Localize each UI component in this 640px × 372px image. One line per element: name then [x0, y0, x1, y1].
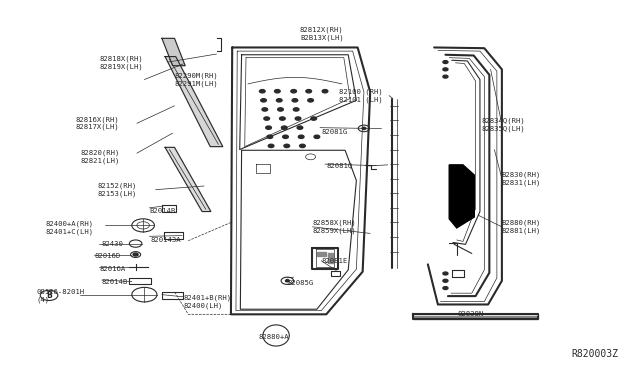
Circle shape — [443, 75, 448, 78]
Text: 08126-8201H
(4): 08126-8201H (4) — [36, 289, 84, 303]
Text: 82816X(RH)
82817X(LH): 82816X(RH) 82817X(LH) — [76, 116, 119, 130]
Text: R820003Z: R820003Z — [571, 349, 618, 359]
Text: 82016D: 82016D — [94, 253, 120, 259]
Circle shape — [268, 144, 274, 148]
Circle shape — [308, 99, 314, 102]
Polygon shape — [317, 251, 326, 256]
Polygon shape — [162, 38, 185, 66]
Circle shape — [267, 135, 273, 138]
Text: 82838N: 82838N — [458, 311, 484, 317]
Circle shape — [276, 99, 282, 102]
Text: 82858X(RH)
82859X(LH): 82858X(RH) 82859X(LH) — [312, 220, 356, 234]
Text: 82016A: 82016A — [99, 266, 125, 272]
Text: 82081G: 82081G — [321, 129, 348, 135]
Circle shape — [300, 144, 305, 148]
Text: 82100 (RH)
82101 (LH): 82100 (RH) 82101 (LH) — [339, 89, 383, 103]
Circle shape — [443, 61, 448, 64]
Circle shape — [282, 126, 287, 129]
Circle shape — [280, 117, 285, 120]
Circle shape — [262, 108, 268, 111]
Text: B2014B: B2014B — [149, 208, 175, 214]
Text: 82290M(RH)
82291M(LH): 82290M(RH) 82291M(LH) — [175, 73, 218, 87]
Circle shape — [133, 253, 138, 256]
Text: 82880(RH)
82881(LH): 82880(RH) 82881(LH) — [502, 220, 541, 234]
Text: 82430: 82430 — [102, 241, 124, 247]
Circle shape — [278, 108, 284, 111]
Text: 82085G: 82085G — [287, 280, 314, 286]
Circle shape — [322, 90, 328, 93]
Circle shape — [283, 135, 289, 138]
Circle shape — [266, 126, 271, 129]
Circle shape — [260, 99, 266, 102]
Circle shape — [306, 90, 312, 93]
Circle shape — [259, 90, 265, 93]
Circle shape — [295, 117, 301, 120]
Circle shape — [298, 135, 304, 138]
Polygon shape — [328, 253, 333, 263]
Text: 82818X(RH)
82819X(LH): 82818X(RH) 82819X(LH) — [99, 56, 143, 70]
Circle shape — [291, 90, 296, 93]
Text: 82081E: 82081E — [321, 258, 348, 264]
Circle shape — [443, 68, 448, 71]
Text: 82830(RH)
82831(LH): 82830(RH) 82831(LH) — [502, 172, 541, 186]
Polygon shape — [449, 165, 474, 228]
Circle shape — [443, 272, 448, 275]
Circle shape — [314, 135, 320, 138]
Text: 82400+A(RH)
82401+C(LH): 82400+A(RH) 82401+C(LH) — [45, 221, 93, 235]
Text: 82152(RH)
82153(LH): 82152(RH) 82153(LH) — [97, 183, 137, 197]
Polygon shape — [413, 314, 538, 319]
Text: 82812X(RH)
B2B13X(LH): 82812X(RH) B2B13X(LH) — [300, 27, 344, 41]
Circle shape — [275, 90, 280, 93]
Circle shape — [264, 117, 269, 120]
Circle shape — [297, 126, 303, 129]
Polygon shape — [165, 147, 211, 212]
Text: 82820(RH)
82821(LH): 82820(RH) 82821(LH) — [81, 150, 120, 164]
Text: 82401+B(RH)
82400(LH): 82401+B(RH) 82400(LH) — [183, 295, 232, 309]
Polygon shape — [165, 57, 223, 147]
Circle shape — [311, 117, 317, 120]
Text: 82880+A: 82880+A — [259, 334, 289, 340]
Text: 82834Q(RH)
82835Q(LH): 82834Q(RH) 82835Q(LH) — [482, 118, 525, 132]
Text: 82081Q: 82081Q — [326, 162, 353, 168]
Text: B: B — [46, 291, 52, 300]
Circle shape — [285, 280, 289, 282]
Circle shape — [284, 144, 289, 148]
Circle shape — [362, 127, 366, 129]
Circle shape — [292, 99, 298, 102]
Circle shape — [293, 108, 299, 111]
Circle shape — [443, 286, 448, 289]
Text: 82014B: 82014B — [102, 279, 128, 285]
Text: 820143A: 820143A — [150, 237, 181, 243]
Circle shape — [443, 279, 448, 282]
